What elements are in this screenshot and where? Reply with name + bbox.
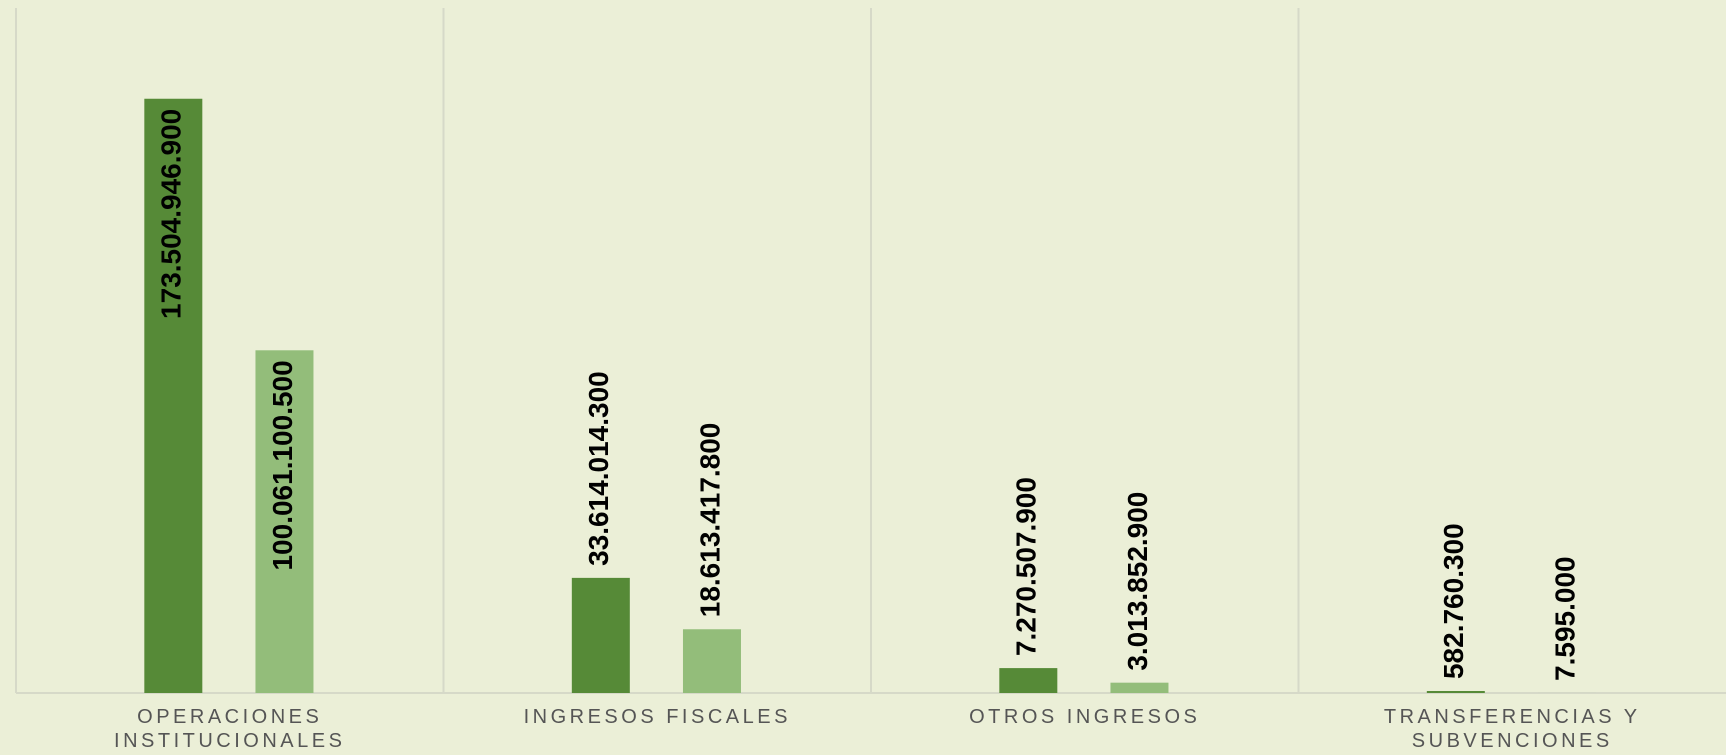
x-tick-label: INGRESOS FISCALES [523,706,791,728]
bar [999,668,1058,693]
value-label: 33.614.014.300 [583,371,614,566]
value-label: 7.270.507.900 [1011,477,1042,656]
x-tick-label: OPERACIONES INSTITUCIONALES [114,706,346,752]
value-label: 173.504.946.900 [156,109,187,319]
value-label: 582.760.300 [1438,523,1469,679]
value-label: 100.061.100.500 [267,360,298,570]
x-tick-label: TRANSFERENCIAS Y SUBVENCIONES [1383,706,1641,752]
bar [255,350,314,693]
x-tick-label: OTROS INGRESOS [969,706,1201,728]
bar [144,98,203,694]
value-label: 7.595.000 [1549,556,1580,681]
bar [1110,682,1169,693]
value-label: 18.613.417.800 [694,423,725,618]
bar [571,577,630,693]
value-label: 3.013.852.900 [1122,492,1153,671]
bar [682,629,741,693]
bar [1426,691,1485,693]
